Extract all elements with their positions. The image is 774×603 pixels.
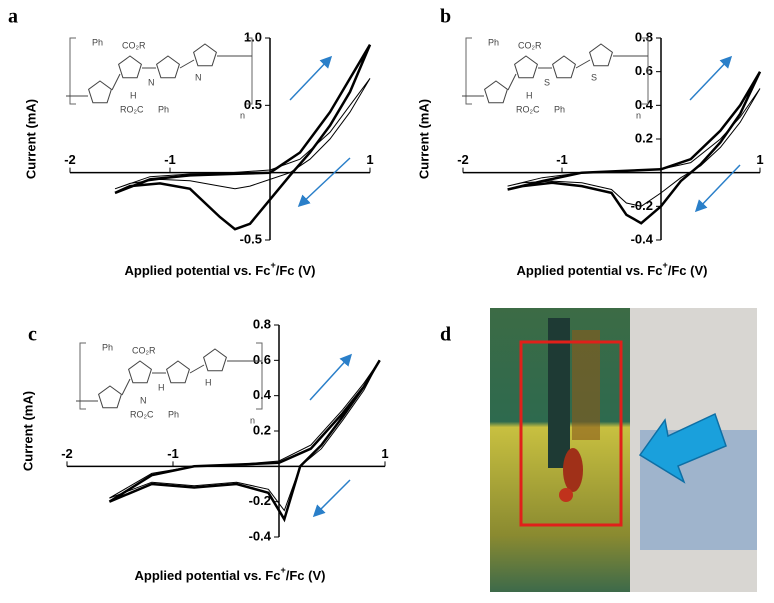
- structure-label: CO₂R: [518, 40, 542, 50]
- structure-label: H: [130, 90, 137, 100]
- x-tick-label: 1: [381, 446, 388, 461]
- x-axis-label-end: /Fc (V): [286, 568, 326, 583]
- panel-label: d: [440, 324, 451, 346]
- structure-label: Ph: [168, 409, 179, 419]
- ring: [203, 348, 227, 372]
- ring: [514, 55, 538, 79]
- structure-label: H: [526, 90, 533, 100]
- ring: [98, 385, 122, 409]
- structure-label: n: [636, 110, 641, 120]
- structure: Ph CO₂R S H RO₂C Ph Sn: [462, 37, 649, 120]
- panel-label: b: [440, 6, 451, 28]
- panel-label: c: [28, 324, 37, 346]
- x-tick-label: -2: [64, 152, 76, 167]
- x-axis-label-end: /Fc (V): [276, 263, 316, 278]
- x-tick-label: -1: [556, 152, 568, 167]
- x-axis-label-main: Applied potential vs. Fc: [517, 263, 663, 278]
- bracket: [465, 37, 649, 105]
- y-tick-label: -0.4: [631, 231, 654, 246]
- structure-label: Ph: [158, 104, 169, 114]
- y-tick-label: 0.5: [244, 97, 262, 112]
- structure-label: RO₂C: [130, 409, 154, 419]
- x-axis-label-sup: +: [280, 565, 285, 575]
- structure-label: H: [158, 382, 165, 392]
- y-tick-label: 0.8: [635, 29, 653, 44]
- structure-label: n: [250, 415, 255, 425]
- structure-label: CO₂R: [132, 345, 156, 355]
- y-tick-label: 1.0: [244, 29, 262, 44]
- structure-label: S: [591, 72, 597, 82]
- y-tick-label: -0.5: [240, 231, 262, 246]
- ring: [193, 43, 217, 67]
- sweep-arrow: [694, 164, 741, 213]
- x-axis-label-main: Applied potential vs. Fc: [125, 263, 271, 278]
- structure-label: n: [240, 110, 245, 120]
- structure-label: Ph: [554, 104, 565, 114]
- ring: [589, 43, 613, 67]
- ring: [484, 80, 508, 104]
- bond: [76, 360, 262, 402]
- x-tick-label: -1: [167, 446, 179, 461]
- x-tick-label: -2: [61, 446, 73, 461]
- x-axis-label-sup: +: [270, 260, 275, 270]
- x-axis-label: Applied potential vs. Fc+/Fc (V): [135, 565, 326, 583]
- ring: [88, 80, 112, 104]
- x-tick-label: 1: [366, 152, 373, 167]
- x-axis-label: Applied potential vs. Fc+/Fc (V): [125, 260, 316, 278]
- structure-label: N: [195, 72, 202, 82]
- y-tick-label: 0.8: [253, 316, 271, 331]
- x-tick-label: 1: [756, 152, 763, 167]
- cv-curve: [108, 359, 381, 523]
- x-axis-label-main: Applied potential vs. Fc: [135, 568, 281, 583]
- y-axis-label: Current (mA): [20, 391, 35, 471]
- y-tick-label: 0.6: [635, 63, 653, 78]
- structure-label: Ph: [102, 342, 113, 352]
- bracket: [69, 37, 253, 105]
- panel-label: a: [8, 6, 18, 28]
- structure-label: Ph: [488, 37, 499, 47]
- x-tick-label: -2: [457, 152, 469, 167]
- y-tick-label: 0.2: [253, 422, 271, 437]
- sweep-arrow: [312, 479, 351, 518]
- bracket: [79, 342, 263, 410]
- cv-curve: [109, 360, 381, 512]
- structure: Ph CO₂R H N RO₂C Ph Hn: [76, 342, 263, 425]
- structure: Ph CO₂R N H RO₂C Ph Nn: [66, 37, 253, 120]
- y-tick-label: -0.4: [249, 528, 272, 543]
- y-tick-label: -0.2: [249, 493, 271, 508]
- ring: [156, 55, 180, 79]
- cv-curve: [114, 78, 371, 190]
- structure-label: Ph: [92, 37, 103, 47]
- ring: [166, 360, 190, 384]
- y-axis-label: Current (mA): [416, 99, 431, 179]
- structure-label: CO₂R: [122, 40, 146, 50]
- structure-label: S: [544, 77, 550, 87]
- structure-label: H: [205, 377, 212, 387]
- y-axis-label: Current (mA): [23, 99, 38, 179]
- bond: [462, 55, 648, 97]
- sweep-arrow: [289, 55, 333, 101]
- y-tick-label: 0.2: [635, 130, 653, 145]
- x-axis-label: Applied potential vs. Fc+/Fc (V): [517, 260, 708, 278]
- ring: [128, 360, 152, 384]
- sweep-arrow: [309, 353, 353, 401]
- x-tick-label: -1: [164, 152, 176, 167]
- structure-label: N: [148, 77, 155, 87]
- cv-curve: [507, 88, 761, 207]
- ring: [118, 55, 142, 79]
- structure-label: RO₂C: [120, 104, 144, 114]
- cv-curve: [114, 44, 372, 231]
- sweep-arrow: [689, 55, 733, 101]
- structure-label: N: [140, 395, 147, 405]
- photo: [490, 308, 757, 592]
- sweep-arrow: [297, 157, 351, 208]
- x-axis-label-sup: +: [662, 260, 667, 270]
- x-axis-label-end: /Fc (V): [668, 263, 708, 278]
- structure-label: RO₂C: [516, 104, 540, 114]
- ring: [552, 55, 576, 79]
- bond: [66, 55, 252, 97]
